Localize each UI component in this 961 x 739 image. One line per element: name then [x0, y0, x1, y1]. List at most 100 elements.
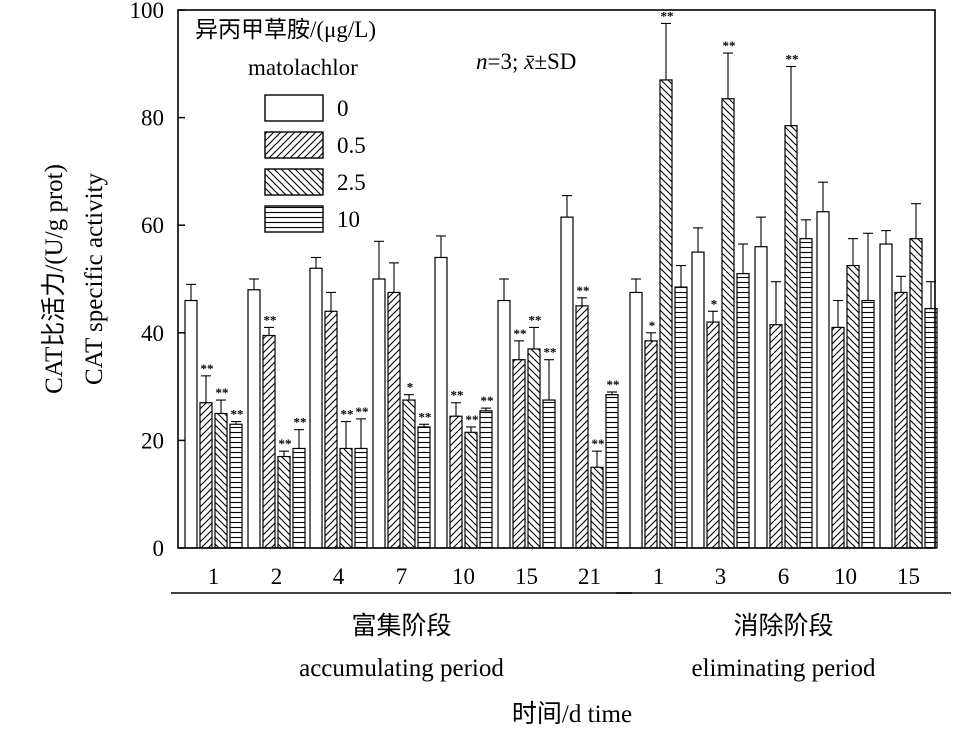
- stat-note: n=3; x̄±SD: [476, 49, 576, 74]
- stat-note-n: n: [476, 49, 488, 74]
- legend-swatch-0.5: [264, 131, 324, 159]
- bar-0.5-10: [449, 415, 463, 549]
- bar-10-3: [736, 273, 750, 549]
- significance-mark: **: [544, 345, 557, 360]
- significance-mark: **: [419, 409, 432, 424]
- bar-0.5-3: [706, 321, 720, 549]
- bar-2.5-7: [402, 399, 416, 549]
- significance-mark: *: [407, 380, 414, 395]
- significance-mark: *: [649, 318, 656, 333]
- significance-mark: **: [294, 415, 307, 430]
- bar-10-10: [861, 299, 875, 549]
- significance-mark: **: [279, 436, 292, 451]
- period-label-en: accumulating period: [299, 655, 504, 682]
- bar-10-21: [605, 394, 619, 549]
- bar-0-2: [247, 289, 261, 549]
- legend-swatch-0: [264, 94, 324, 122]
- x-tick-label: 6: [778, 564, 790, 589]
- x-tick-label: 21: [578, 564, 601, 589]
- significance-mark: **: [216, 385, 229, 400]
- y-axis-ticks: 0 20 40 60 80 100: [130, 0, 185, 561]
- bar-0-10: [434, 256, 448, 549]
- legend-swatch-2.5: [264, 168, 324, 196]
- significance-mark: **: [607, 377, 620, 392]
- y-axis-title: CAT比活力/(U/g prot) CAT specific activity: [40, 164, 108, 394]
- legend-label-0: 0: [337, 96, 349, 121]
- bar-0-1: [629, 291, 643, 549]
- legend-label-0.5: 0.5: [337, 133, 366, 158]
- bar-2.5-4: [339, 447, 353, 549]
- significance-mark: *: [711, 296, 718, 311]
- legend: 异丙甲草胺/(μg/L) matolachlor 0 0.5 2.5 10: [195, 17, 376, 233]
- significance-mark: **: [356, 404, 369, 419]
- bar-2.5-10: [464, 431, 478, 549]
- legend-title-en: matolachlor: [248, 55, 358, 80]
- bar-2.5-15: [909, 238, 923, 549]
- bar-2.5-2: [277, 455, 291, 549]
- y-axis-title-cn: CAT比活力/(U/g prot): [40, 164, 68, 394]
- period-label-cn: 消除阶段: [733, 612, 833, 640]
- bar-10-2: [292, 447, 306, 549]
- significance-mark: **: [231, 407, 244, 422]
- x-tick-label: 3: [715, 564, 727, 589]
- significance-mark: **: [466, 412, 479, 427]
- significance-mark: **: [341, 407, 354, 422]
- x-tick-label: 2: [271, 564, 283, 589]
- bar-0.5-4: [324, 310, 338, 549]
- significance-mark: **: [481, 393, 494, 408]
- bar-0.5-1: [644, 340, 658, 549]
- significance-mark: **: [723, 38, 736, 53]
- y-axis-title-en: CAT specific activity: [81, 173, 108, 385]
- x-tick-label: 4: [333, 564, 345, 589]
- bar-2.5-1: [659, 79, 673, 549]
- x-tick-label: 7: [396, 564, 408, 589]
- bar-0-10: [816, 211, 830, 549]
- bar-10-6: [799, 238, 813, 549]
- bar-0.5-6: [769, 324, 783, 549]
- bar-10-10: [479, 410, 493, 549]
- x-tick-label: 15: [515, 564, 538, 589]
- bar-0-6: [754, 246, 768, 549]
- bar-0.5-21: [575, 305, 589, 549]
- significance-mark: **: [577, 283, 590, 298]
- y-tick-label: 60: [141, 213, 164, 238]
- plot-frame: [177, 9, 936, 549]
- legend-title-cn: 异丙甲草胺/(μg/L): [195, 17, 376, 42]
- period-label-en: eliminating period: [692, 655, 876, 682]
- stat-note-sd: ±SD: [534, 49, 576, 74]
- bar-0.5-1: [199, 402, 213, 549]
- significance-mark: **: [264, 312, 277, 327]
- y-tick-label: 0: [153, 536, 165, 561]
- x-tick-label: 15: [897, 564, 920, 589]
- bar-0-15: [497, 299, 511, 549]
- y-tick-label: 80: [141, 106, 164, 131]
- bar-0.5-7: [387, 291, 401, 549]
- bar-0-1: [184, 299, 198, 549]
- bar-0-3: [691, 251, 705, 549]
- bar-2.5-15: [527, 348, 541, 549]
- bar-2.5-10: [846, 264, 860, 549]
- significance-mark: **: [514, 326, 527, 341]
- legend-label-10: 10: [337, 207, 360, 232]
- bar-0-15: [879, 243, 893, 549]
- bar-10-1: [229, 423, 243, 549]
- bar-10-1: [674, 286, 688, 549]
- significance-mark: **: [529, 312, 542, 327]
- bar-0.5-10: [831, 326, 845, 549]
- bar-2.5-21: [590, 466, 604, 549]
- bar-0.5-2: [262, 334, 276, 549]
- y-tick-label: 100: [130, 0, 165, 23]
- legend-swatch-10: [264, 205, 324, 233]
- bar-0-7: [372, 278, 386, 549]
- x-tick-label: 1: [653, 564, 665, 589]
- bar-0-4: [309, 267, 323, 549]
- bar-0-21: [560, 216, 574, 549]
- significance-mark: **: [786, 51, 799, 66]
- y-tick-label: 40: [141, 321, 164, 346]
- period-annotations: 富集阶段 accumulating period 消除阶段 eliminating p…: [171, 592, 951, 682]
- x-tick-label: 10: [834, 564, 857, 589]
- period-label-cn: 富集阶段: [351, 612, 451, 640]
- y-tick-label: 20: [141, 428, 164, 453]
